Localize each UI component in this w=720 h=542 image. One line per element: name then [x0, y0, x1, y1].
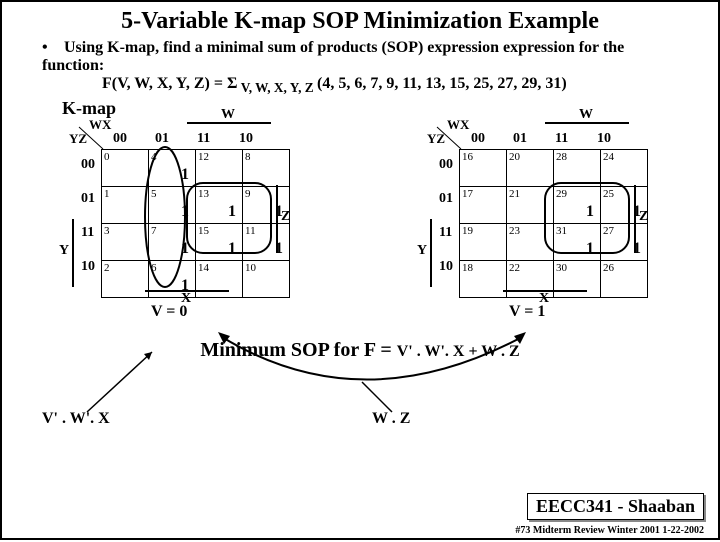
row-header: 01	[439, 191, 453, 207]
kmap-cell: 20	[507, 150, 554, 187]
row-header: 01	[81, 191, 95, 207]
bullet: • Using K-map, find a minimal sum of pro…	[42, 39, 688, 75]
col-header: 10	[597, 131, 611, 147]
kmap-cell: 22	[507, 261, 554, 298]
row-header: 11	[81, 225, 94, 241]
kmap-cell: 24	[601, 150, 648, 187]
y-bracket: Y	[417, 243, 427, 259]
kmap-cell: 91	[243, 187, 290, 224]
kmap-cell: 16	[460, 150, 507, 187]
kmap-cell: 151	[196, 224, 243, 261]
col-header: 01	[513, 131, 527, 147]
col-header: 00	[113, 131, 127, 147]
kmap-cell: 8	[243, 150, 290, 187]
kmap-v0: 0001111000011110WXYZWXYZ0411281511319137…	[41, 119, 321, 319]
kmap-cell: 30	[554, 261, 601, 298]
func-rhs: (4, 5, 6, 7, 9, 11, 13, 15, 25, 27, 29, …	[317, 75, 567, 92]
kmap-cell: 291	[554, 187, 601, 224]
kmap-cell: 251	[601, 187, 648, 224]
kmap-cell: 311	[554, 224, 601, 261]
kmap-cell: 17	[460, 187, 507, 224]
kmap-cell: 28	[554, 150, 601, 187]
wx-label: WX	[447, 117, 469, 133]
kmap-title: K-map	[62, 98, 718, 119]
w-bracket: W	[579, 107, 593, 123]
min-sop: Minimum SOP for F = V' . W'. X + W . Z	[2, 339, 718, 362]
kmap-cell: 131	[196, 187, 243, 224]
kmap-cell: 271	[601, 224, 648, 261]
minsop-lhs: Minimum SOP for F =	[200, 339, 396, 361]
kmap-cell: 21	[507, 187, 554, 224]
kmap-cell: 1	[102, 187, 149, 224]
kmap-cell: 14	[196, 261, 243, 298]
col-header: 11	[197, 131, 210, 147]
kmap-grid: 16202824 1721291251 1923311271 18223026	[459, 149, 648, 298]
col-header: 00	[471, 131, 485, 147]
func-lhs: F(V, W, X, Y, Z) =	[102, 75, 227, 92]
kmap-cell: 23	[507, 224, 554, 261]
kmap-cell: 71	[149, 224, 196, 261]
row-header: 00	[81, 157, 95, 173]
wx-label: WX	[89, 117, 111, 133]
kmap-cell: 41	[149, 150, 196, 187]
v-label: V = 1	[509, 303, 545, 321]
kmap-cell: 2	[102, 261, 149, 298]
row-header: 10	[439, 259, 453, 275]
kmap-cell: 51	[149, 187, 196, 224]
sigma: Σ	[227, 75, 237, 92]
kmap-cell: 18	[460, 261, 507, 298]
yz-label: YZ	[427, 131, 445, 147]
term-wz: W . Z	[372, 410, 410, 428]
kmap-cell: 0	[102, 150, 149, 187]
term-vwx: V' . W'. X	[42, 410, 110, 428]
kmap-cell: 12	[196, 150, 243, 187]
func-sub: V, W, X, Y, Z	[237, 80, 317, 95]
minsop-rhs: V' . W'. X + W . Z	[397, 343, 520, 360]
function-expr: F(V, W, X, Y, Z) = Σ V, W, X, Y, Z (4, 5…	[102, 75, 718, 96]
kmap-grid: 041128151131913711511112611410	[101, 149, 290, 298]
kmap-cell: 3	[102, 224, 149, 261]
yz-label: YZ	[69, 131, 87, 147]
w-bracket: W	[221, 107, 235, 123]
col-header: 11	[555, 131, 568, 147]
row-header: 00	[439, 157, 453, 173]
footer-box: EECC341 - Shaaban	[527, 493, 704, 520]
kmap-cell: 26	[601, 261, 648, 298]
slide: 5-Variable K-map SOP Minimization Exampl…	[0, 0, 720, 540]
col-header: 01	[155, 131, 169, 147]
v-label: V = 0	[151, 303, 187, 321]
kmap-cell: 10	[243, 261, 290, 298]
col-header: 10	[239, 131, 253, 147]
row-header: 11	[439, 225, 452, 241]
bullet-dot: •	[42, 39, 50, 57]
kmap-cell: 61	[149, 261, 196, 298]
kmap-v1: 0001111000011110WXYZWXYZ1620282417212912…	[399, 119, 679, 319]
row-header: 10	[81, 259, 95, 275]
y-bracket: Y	[59, 243, 69, 259]
kmap-area: 0001111000011110WXYZWXYZ0411281511319137…	[2, 119, 718, 319]
bullet-text: Using K-map, find a minimal sum of produ…	[42, 39, 624, 74]
slide-title: 5-Variable K-map SOP Minimization Exampl…	[2, 8, 718, 35]
kmap-cell: 19	[460, 224, 507, 261]
kmap-cell: 111	[243, 224, 290, 261]
footer-line: #73 Midterm Review Winter 2001 1-22-2002	[515, 525, 704, 536]
